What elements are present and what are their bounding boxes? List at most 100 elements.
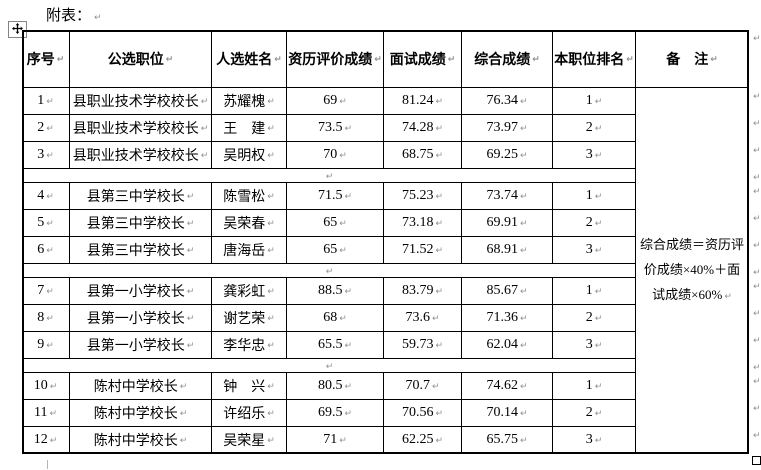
cell-overall-score: 71.36 (462, 305, 553, 332)
cell-overall-score: 65.75 (462, 427, 553, 454)
cell-interview-score: 75.23 (384, 183, 462, 210)
cell-interview-score: 73.18 (384, 210, 462, 237)
row-end-mark: ↵ (753, 268, 761, 278)
header-interview-score: 面试成绩 (384, 30, 462, 88)
cell-position: 陈村中学校长 (70, 427, 212, 454)
cell-qual-score: 70 (287, 142, 384, 169)
cell-interview-score: 73.6 (384, 305, 462, 332)
cell-overall-score: 69.25 (462, 142, 553, 169)
cell-rank: 2 (553, 115, 636, 142)
cell-rank: 2 (553, 210, 636, 237)
cell-qual-score: 88.5 (287, 278, 384, 305)
row-end-mark: ↵ (753, 241, 761, 251)
table-resize-handle[interactable] (752, 456, 761, 465)
cell-qual-score: 80.5 (287, 373, 384, 400)
cell-rank: 3 (553, 237, 636, 264)
row-end-mark: ↵ (753, 146, 761, 156)
cell-qual-score: 65 (287, 237, 384, 264)
cell-interview-score: 68.75 (384, 142, 462, 169)
row-end-mark: ↵ (753, 431, 761, 441)
cell-qual-score: 65 (287, 210, 384, 237)
cell-seq: 2 (22, 115, 70, 142)
cell-name: 吴明权 (212, 142, 287, 169)
cell-overall-score: 76.34 (462, 88, 553, 115)
cell-overall-score: 74.62 (462, 373, 553, 400)
cell-seq: 4 (22, 183, 70, 210)
row-end-mark: ↵ (753, 34, 761, 44)
cell-overall-score: 68.91 (462, 237, 553, 264)
cell-rank: 1 (553, 373, 636, 400)
cell-overall-score: 85.67 (462, 278, 553, 305)
row-end-mark: ↵ (753, 214, 761, 224)
cell-seq: 6 (22, 237, 70, 264)
cell-position: 县第三中学校长 (70, 183, 212, 210)
cell-qual-score: 65.5 (287, 332, 384, 359)
cell-name: 王 建 (212, 115, 287, 142)
cell-rank: 2 (553, 400, 636, 427)
cell-seq: 11 (22, 400, 70, 427)
cell-rank: 2 (553, 305, 636, 332)
row-end-mark: ↵ (753, 404, 761, 414)
cell-position: 县第一小学校长 (70, 305, 212, 332)
cell-name: 谢艺荣 (212, 305, 287, 332)
cell-interview-score: 71.52 (384, 237, 462, 264)
paragraph-mark-icon: ↵ (94, 13, 102, 23)
cell-position: 县职业技术学校校长 (70, 88, 212, 115)
cell-position: 县职业技术学校校长 (70, 142, 212, 169)
cell-interview-score: 59.73 (384, 332, 462, 359)
row-end-mark: ↵ (753, 187, 761, 197)
cell-rank: 1 (553, 278, 636, 305)
cell-seq: 7 (22, 278, 70, 305)
cell-qual-score: 71 (287, 427, 384, 454)
header-rank: 本职位排名 (553, 30, 636, 88)
cell-seq: 9 (22, 332, 70, 359)
cell-qual-score: 68 (287, 305, 384, 332)
cell-position: 县第三中学校长 (70, 237, 212, 264)
cell-seq: 8 (22, 305, 70, 332)
text-cursor (47, 460, 48, 469)
cell-rank: 3 (553, 427, 636, 454)
cell-overall-score: 73.74 (462, 183, 553, 210)
cell-name: 许绍乐 (212, 400, 287, 427)
cell-qual-score: 73.5 (287, 115, 384, 142)
cell-interview-score: 74.28 (384, 115, 462, 142)
cell-rank: 1 (553, 88, 636, 115)
spacer-row (22, 359, 636, 373)
cell-name: 吴荣春 (212, 210, 287, 237)
cell-overall-score: 70.14 (462, 400, 553, 427)
spacer-row (22, 264, 636, 278)
header-seq: 序号 (22, 30, 70, 88)
cell-rank: 3 (553, 332, 636, 359)
cell-position: 县第一小学校长 (70, 332, 212, 359)
cell-seq: 12 (22, 427, 70, 454)
row-end-mark: ↵ (753, 377, 761, 387)
cell-interview-score: 70.7 (384, 373, 462, 400)
cell-overall-score: 69.91 (462, 210, 553, 237)
header-position: 公选职位 (70, 30, 212, 88)
cell-interview-score: 70.56 (384, 400, 462, 427)
cell-seq: 5 (22, 210, 70, 237)
remark-cell: 综合成绩＝资历评价成绩×40%＋面试成绩×60% (636, 88, 749, 454)
cell-qual-score: 71.5 (287, 183, 384, 210)
row-end-mark: ↵ (753, 282, 761, 292)
row-end-mark: ↵ (753, 173, 761, 183)
cell-rank: 3 (553, 142, 636, 169)
cell-interview-score: 83.79 (384, 278, 462, 305)
header-overall-score: 综合成绩 (462, 30, 553, 88)
cell-rank: 1 (553, 183, 636, 210)
row-end-mark: ↵ (753, 92, 761, 102)
cell-name: 李华忠 (212, 332, 287, 359)
cell-seq: 3 (22, 142, 70, 169)
cell-name: 陈雪松 (212, 183, 287, 210)
cell-overall-score: 73.97 (462, 115, 553, 142)
row-end-mark: ↵ (753, 309, 761, 319)
move-arrows-icon (12, 21, 23, 39)
cell-seq: 1 (22, 88, 70, 115)
row-end-mark: ↵ (753, 119, 761, 129)
cell-overall-score: 62.04 (462, 332, 553, 359)
cell-position: 县第一小学校长 (70, 278, 212, 305)
header-qual-score: 资历评价成绩 (287, 30, 384, 88)
cell-name: 钟 兴 (212, 373, 287, 400)
cell-position: 县职业技术学校校长 (70, 115, 212, 142)
